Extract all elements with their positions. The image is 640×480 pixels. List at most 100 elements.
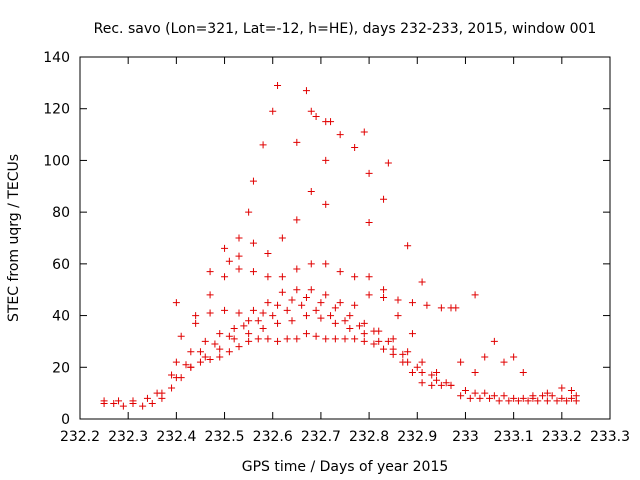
data-point	[365, 273, 373, 281]
data-point	[529, 392, 537, 400]
data-point	[351, 335, 359, 343]
data-point	[192, 319, 200, 327]
data-point	[115, 397, 123, 405]
data-point	[269, 312, 277, 320]
data-point	[278, 288, 286, 296]
data-point	[413, 363, 421, 371]
data-point	[322, 335, 330, 343]
data-point	[298, 301, 306, 309]
data-point	[457, 392, 465, 400]
series-4	[177, 286, 460, 340]
data-point	[360, 337, 368, 345]
x-tick-label: 232.9	[397, 429, 437, 445]
data-point	[139, 402, 147, 410]
data-point	[148, 399, 156, 407]
series-6	[206, 131, 388, 276]
x-tick-label: 232.4	[156, 429, 196, 445]
data-point	[192, 312, 200, 320]
series-8	[457, 392, 580, 405]
data-point	[534, 397, 542, 405]
data-point	[206, 356, 214, 364]
data-point	[481, 389, 489, 397]
data-point	[274, 337, 282, 345]
data-point	[249, 177, 257, 185]
data-point	[322, 291, 330, 299]
data-point	[394, 312, 402, 320]
data-point	[365, 291, 373, 299]
data-point	[389, 335, 397, 343]
data-point	[466, 394, 474, 402]
x-tick-label: 232.7	[301, 429, 341, 445]
data-point	[317, 314, 325, 322]
data-point	[302, 87, 310, 95]
y-tick-label: 40	[52, 309, 70, 325]
data-point	[389, 345, 397, 353]
data-point	[394, 296, 402, 304]
x-tick-label: 232.3	[108, 429, 148, 445]
data-point	[201, 337, 209, 345]
x-tick-label: 232.2	[60, 429, 100, 445]
data-point	[302, 312, 310, 320]
y-tick-label: 60	[52, 257, 70, 273]
data-point	[216, 353, 224, 361]
x-axis-label: GPS time / Days of year 2015	[242, 459, 449, 475]
data-point	[399, 350, 407, 358]
data-point	[428, 371, 436, 379]
data-point	[129, 397, 137, 405]
data-point	[327, 118, 335, 126]
x-tick-label: 233.3	[590, 429, 630, 445]
data-point	[331, 335, 339, 343]
data-point	[235, 234, 243, 242]
data-point	[235, 309, 243, 317]
data-point	[351, 273, 359, 281]
data-point	[461, 387, 469, 395]
data-point	[476, 394, 484, 402]
y-axis-label: STEC from uqrg / TECUs	[6, 154, 22, 322]
series-5	[192, 260, 416, 338]
data-point	[351, 144, 359, 151]
data-point	[524, 397, 532, 405]
data-point	[365, 169, 373, 177]
data-point	[481, 353, 489, 361]
data-point	[336, 299, 344, 307]
data-point	[264, 335, 272, 343]
data-point	[230, 335, 238, 343]
data-point	[307, 107, 315, 115]
data-point	[283, 335, 291, 343]
data-point	[302, 293, 310, 301]
data-point	[206, 309, 214, 317]
data-point	[293, 335, 301, 343]
data-point	[245, 208, 253, 216]
data-point	[216, 345, 224, 353]
series-11	[172, 200, 479, 312]
series-9	[461, 387, 580, 402]
data-point	[360, 319, 368, 327]
data-point	[404, 348, 412, 356]
data-point	[225, 348, 233, 356]
data-point	[375, 337, 383, 345]
data-point	[543, 389, 551, 397]
data-point	[433, 368, 441, 376]
data-point	[490, 337, 498, 345]
data-point	[437, 304, 445, 312]
data-point	[442, 379, 450, 387]
data-point	[245, 330, 253, 338]
data-point	[307, 286, 315, 294]
data-point	[264, 273, 272, 281]
data-point	[471, 368, 479, 376]
data-point	[249, 239, 257, 247]
data-point	[457, 358, 465, 366]
data-point	[447, 381, 455, 389]
data-point	[269, 107, 277, 115]
data-point	[380, 345, 388, 353]
data-point	[245, 317, 253, 325]
data-point	[221, 244, 229, 252]
data-point	[404, 242, 412, 250]
data-point	[168, 371, 176, 379]
data-point	[380, 286, 388, 294]
data-point	[418, 379, 426, 387]
data-point	[172, 358, 180, 366]
data-point	[293, 265, 301, 273]
data-point	[486, 394, 494, 402]
data-point	[327, 312, 335, 320]
